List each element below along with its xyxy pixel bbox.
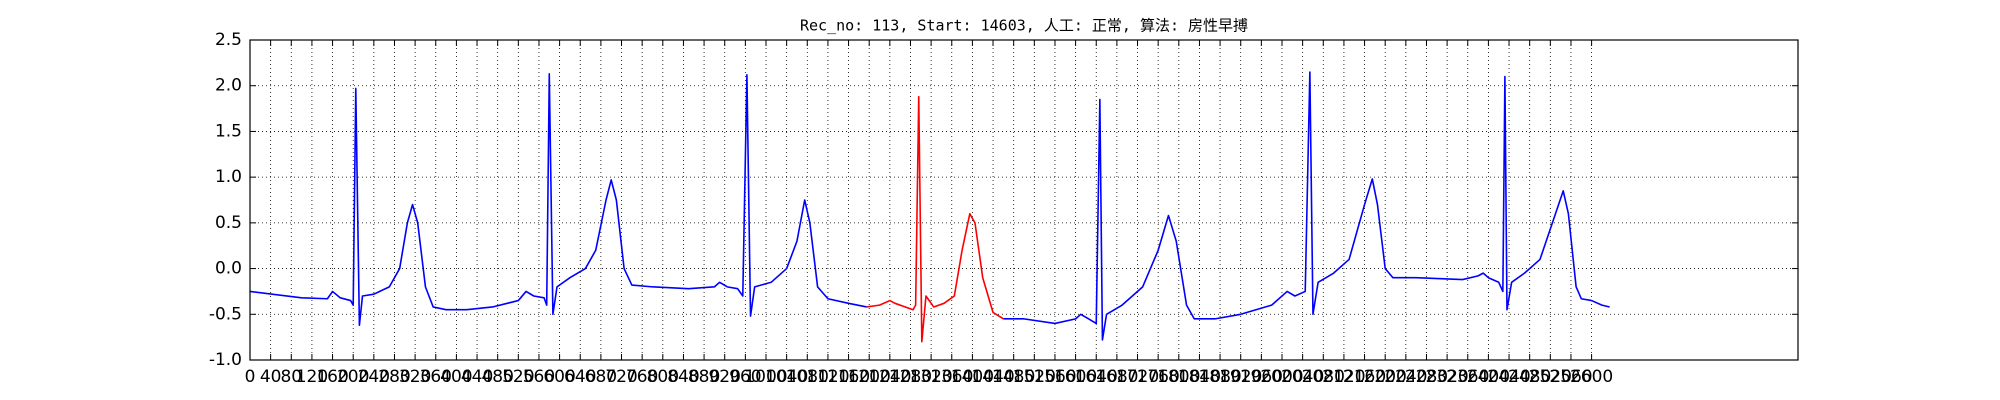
y-tick-label: -1.0: [209, 350, 242, 370]
x-tick-label: 2400: [1467, 367, 1510, 387]
chart-title: Rec_no: 113, Start: 14603, 人工: 正常, 算法: 房…: [800, 17, 1248, 35]
x-tick-label: 560: [523, 367, 555, 387]
x-tick-label: 320: [399, 367, 431, 387]
x-tick-label: 1720: [1116, 367, 1159, 387]
x-tick-label: 1920: [1219, 367, 1262, 387]
y-tick-label: 2.5: [215, 30, 242, 50]
y-tick-label: 1.5: [215, 121, 242, 141]
x-tick-label: 1760: [1137, 367, 1180, 387]
x-tick-label: 680: [585, 367, 617, 387]
x-tick-label: 1280: [889, 367, 932, 387]
x-tick-label: 240: [358, 367, 390, 387]
x-tick-label: 1200: [848, 367, 891, 387]
x-tick-label: 80: [280, 367, 302, 387]
x-tick-label: 840: [667, 367, 699, 387]
x-tick-label: 1960: [1240, 367, 1283, 387]
x-tick-label: 1680: [1095, 367, 1138, 387]
x-tick-label: 160: [316, 367, 348, 387]
x-tick-label: 2360: [1446, 367, 1489, 387]
x-tick-label: 1440: [971, 367, 1014, 387]
ecg-line: [866, 95, 1004, 343]
x-tick-label: 800: [647, 367, 679, 387]
x-tick-label: 2320: [1425, 367, 1468, 387]
x-tick-label: 1800: [1157, 367, 1200, 387]
x-tick-label: 1320: [909, 367, 952, 387]
x-tick-label: 280: [378, 367, 410, 387]
x-tick-label: 2480: [1508, 367, 1551, 387]
x-tick-label: 880: [688, 367, 720, 387]
ecg-line: [1003, 71, 1610, 341]
x-tick-label: 720: [605, 367, 637, 387]
x-tick-label: 960: [729, 367, 761, 387]
y-tick-label: 0.0: [215, 259, 242, 279]
x-tick-label: 2240: [1384, 367, 1427, 387]
y-tick-label: 0.5: [215, 213, 242, 233]
x-tick-label: 600: [543, 367, 575, 387]
x-tick-label: 0: [245, 367, 256, 387]
x-tick-label: 2520: [1529, 367, 1572, 387]
y-tick-label: 2.0: [215, 76, 242, 96]
x-tick-label: 920: [708, 367, 740, 387]
x-tick-label: 1560: [1033, 367, 1076, 387]
x-tick-label: 1120: [806, 367, 849, 387]
y-tick-label: 1.0: [215, 167, 242, 187]
x-tick-label: 1880: [1198, 367, 1241, 387]
x-tick-label: 2160: [1343, 367, 1386, 387]
x-tick-label: 1600: [1054, 367, 1097, 387]
x-tick-label: 120: [296, 367, 328, 387]
x-tick-label: 1520: [1013, 367, 1056, 387]
x-tick-label: 1360: [930, 367, 973, 387]
ecg-line: [249, 73, 867, 327]
x-tick-label: 520: [502, 367, 534, 387]
plot-frame: [249, 39, 1799, 361]
x-tick-label: 1040: [765, 367, 808, 387]
x-tick-label: 1480: [992, 367, 1035, 387]
x-tick-label: 440: [461, 367, 493, 387]
x-tick-label: 2280: [1405, 367, 1448, 387]
x-tick-label: 2000: [1260, 367, 1303, 387]
x-tick-label: 2120: [1322, 367, 1365, 387]
x-tick-label: 1160: [827, 367, 870, 387]
x-tick-label: 200: [337, 367, 369, 387]
x-tick-label: 480: [481, 367, 513, 387]
x-tick-label: 2560: [1549, 367, 1592, 387]
x-tick-label: 2040: [1281, 367, 1324, 387]
x-tick-label: 760: [626, 367, 658, 387]
x-tick-label: 2200: [1364, 367, 1407, 387]
x-tick-label: 1640: [1075, 367, 1118, 387]
x-tick-label: 40: [260, 367, 282, 387]
x-tick-label: 640: [564, 367, 596, 387]
x-tick-label: 1840: [1178, 367, 1221, 387]
x-tick-label: 1240: [868, 367, 911, 387]
y-tick-label: -0.5: [209, 304, 242, 324]
x-tick-label: 360: [420, 367, 452, 387]
x-tick-label: 2080: [1302, 367, 1345, 387]
x-tick-label: 1080: [786, 367, 829, 387]
x-tick-label: 400: [440, 367, 472, 387]
x-tick-label: 1400: [951, 367, 994, 387]
x-tick-label: 1000: [744, 367, 787, 387]
x-tick-label: 2440: [1487, 367, 1530, 387]
x-tick-label: 2600: [1570, 367, 1613, 387]
